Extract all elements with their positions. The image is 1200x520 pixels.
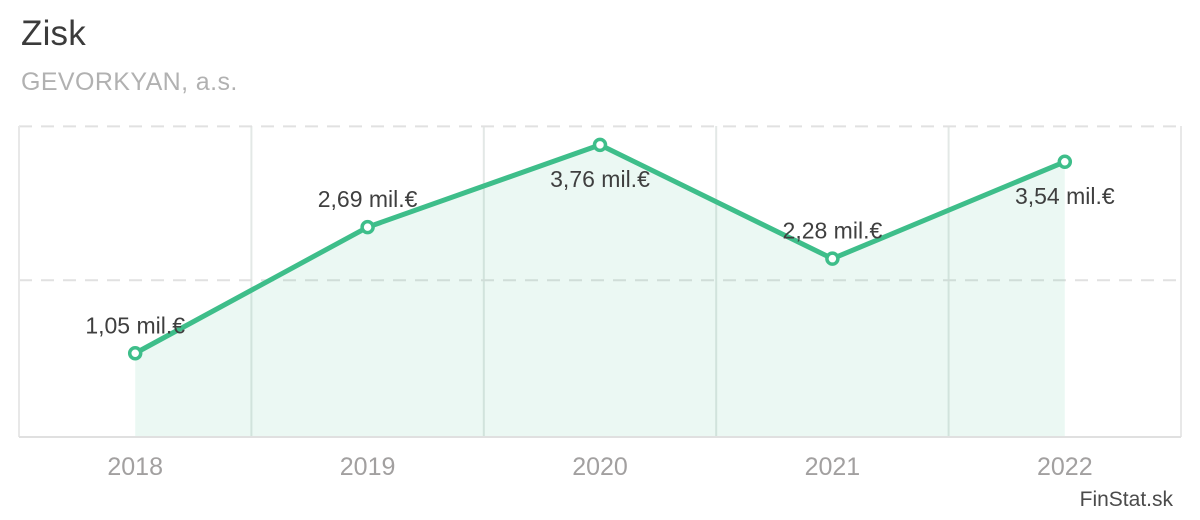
x-axis-label-2019: 2019 (340, 453, 396, 481)
data-point-label-2021: 2,28 mil.€ (783, 218, 883, 244)
x-axis-label-2020: 2020 (572, 453, 628, 481)
x-axis-label-2021: 2021 (805, 453, 861, 481)
finstat-watermark: FinStat.sk (1079, 488, 1173, 511)
data-point-marker-2021[interactable] (825, 251, 840, 266)
data-point-marker-2020[interactable] (592, 137, 608, 153)
data-point-label-2020: 3,76 mil.€ (550, 166, 650, 192)
data-point-label-2019: 2,69 mil.€ (318, 186, 418, 212)
data-point-label-2018: 1,05 mil.€ (85, 312, 185, 338)
x-axis-label-2022: 2022 (1037, 453, 1093, 481)
area-fill (135, 144, 1065, 437)
data-point-marker-2018[interactable] (127, 346, 143, 361)
x-axis-label-2018: 2018 (107, 453, 163, 481)
chart-title: Zisk (21, 14, 86, 53)
data-point-marker-2022[interactable] (1057, 154, 1073, 170)
data-point-label-2022: 3,54 mil.€ (1015, 183, 1115, 209)
chart-subtitle: GEVORKYAN, a.s. (21, 68, 238, 96)
data-point-marker-2019[interactable] (360, 219, 375, 235)
